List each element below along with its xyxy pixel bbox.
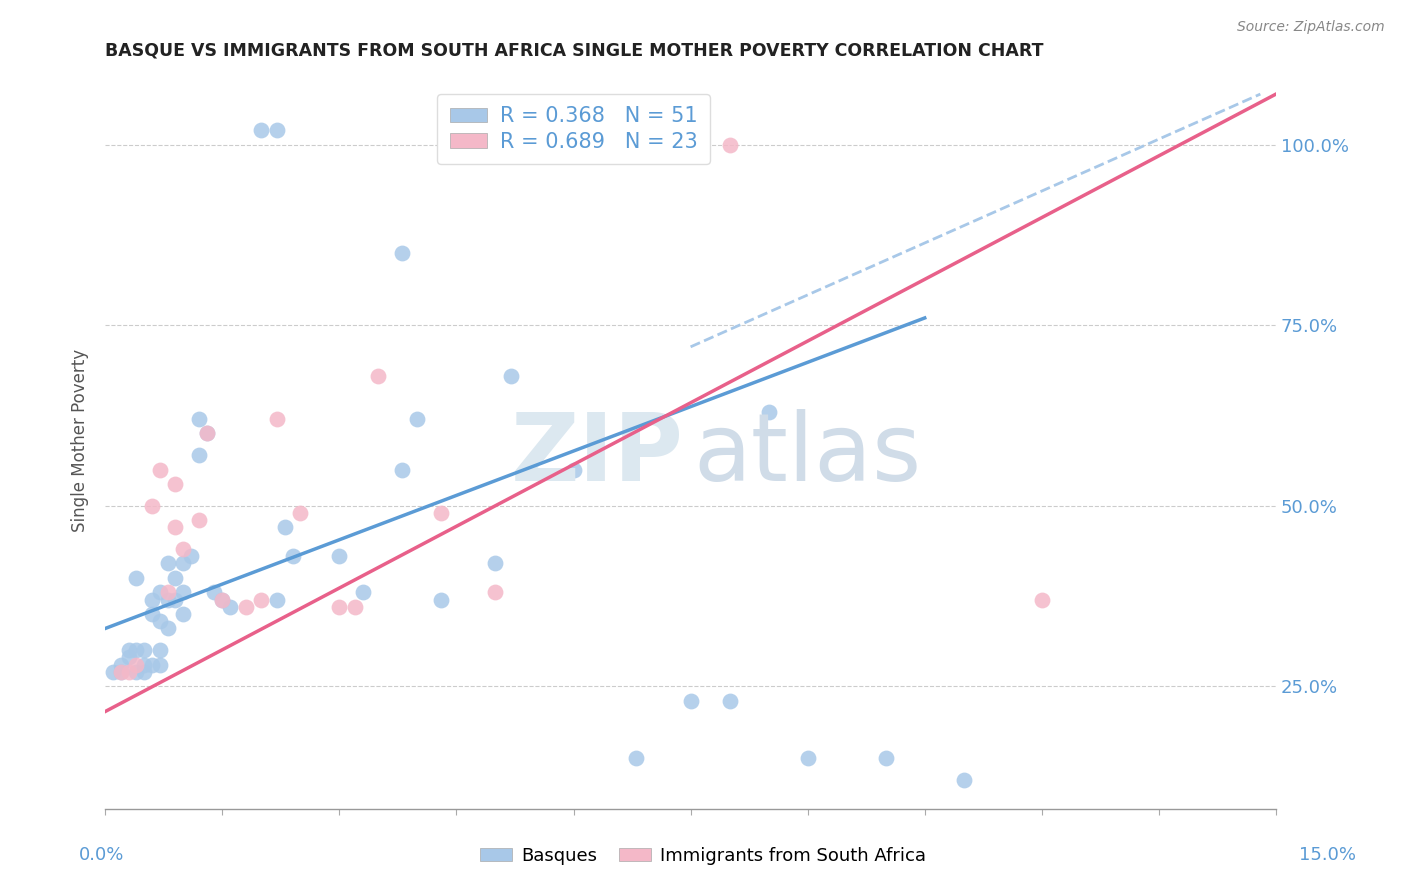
Point [172,542,194,557]
Point [367,368,389,383]
Text: BASQUE VS IMMIGRANTS FROM SOUTH AFRICA SINGLE MOTHER POVERTY CORRELATION CHART: BASQUE VS IMMIGRANTS FROM SOUTH AFRICA S… [105,42,1043,60]
Point [1031,592,1053,607]
Point [562,462,585,476]
Point [328,599,350,614]
Point [156,585,179,599]
Point [149,643,172,657]
Point [250,592,273,607]
Point [328,549,350,564]
Point [125,665,148,679]
Point [125,643,148,657]
Point [141,657,163,672]
Point [165,571,187,585]
Point [391,462,413,476]
Point [141,499,163,513]
Point [187,448,209,462]
Point [141,592,163,607]
Point [125,657,148,672]
Text: 0.0%: 0.0% [79,846,124,863]
Point [165,477,187,491]
Point [796,751,818,765]
Point [391,246,413,260]
Point [117,643,139,657]
Point [875,751,897,765]
Point [211,592,233,607]
Point [149,462,172,476]
Point [110,665,132,679]
Point [430,592,453,607]
Point [156,592,179,607]
Point [484,585,506,599]
Point [149,585,172,599]
Point [172,585,194,599]
Point [172,557,194,571]
Point [406,412,429,426]
Point [235,599,257,614]
Point [117,665,139,679]
Point [266,123,288,137]
Point [149,614,172,628]
Point [149,657,172,672]
Point [499,368,522,383]
Point [290,506,312,520]
Point [430,506,453,520]
Legend: Basques, Immigrants from South Africa: Basques, Immigrants from South Africa [472,840,934,872]
Text: 15.0%: 15.0% [1299,846,1355,863]
Point [195,426,218,441]
Point [187,412,209,426]
Point [718,694,741,708]
Point [125,571,148,585]
Point [758,405,780,419]
Point [624,751,647,765]
Point [679,694,702,708]
Point [266,592,288,607]
Legend: R = 0.368   N = 51, R = 0.689   N = 23: R = 0.368 N = 51, R = 0.689 N = 23 [437,94,710,164]
Point [195,426,218,441]
Point [172,607,194,621]
Point [117,650,139,665]
Point [250,123,273,137]
Point [110,657,132,672]
Point [156,622,179,636]
Point [141,607,163,621]
Point [952,773,974,788]
Point [180,549,202,564]
Text: atlas: atlas [693,409,922,501]
Point [718,137,741,152]
Point [352,585,374,599]
Point [101,665,124,679]
Y-axis label: Single Mother Poverty: Single Mother Poverty [72,349,89,533]
Point [281,549,304,564]
Point [219,599,242,614]
Point [274,520,297,534]
Point [484,557,506,571]
Point [134,657,156,672]
Point [134,643,156,657]
Point [110,665,132,679]
Point [165,520,187,534]
Point [266,412,288,426]
Text: ZIP: ZIP [510,409,683,501]
Point [343,599,366,614]
Text: Source: ZipAtlas.com: Source: ZipAtlas.com [1237,20,1385,34]
Point [211,592,233,607]
Point [134,665,156,679]
Point [204,585,226,599]
Point [165,592,187,607]
Point [156,557,179,571]
Point [187,513,209,527]
